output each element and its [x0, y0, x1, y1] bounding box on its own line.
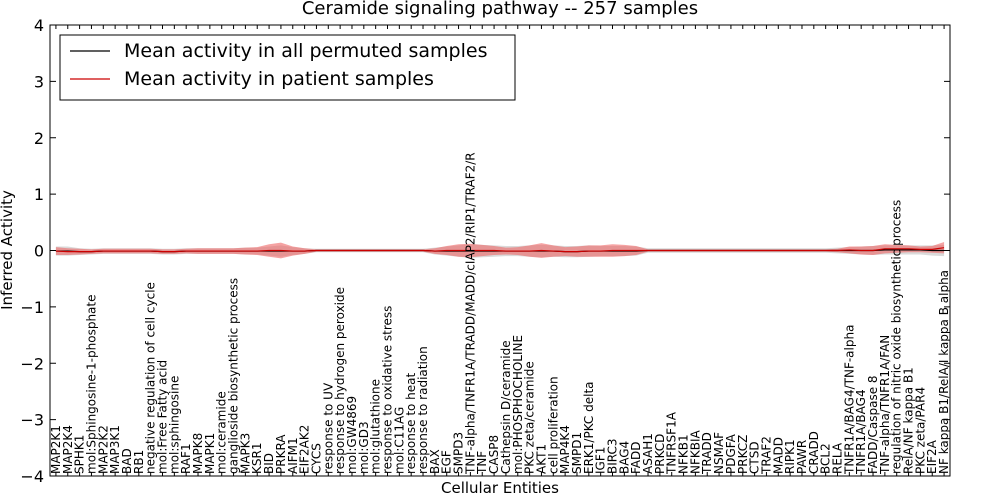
- entity-label: SMPD1: [570, 432, 584, 474]
- entity-label: cell proliferation: [546, 376, 560, 474]
- line-patient: [55, 247, 945, 253]
- y-tick-label: −1: [20, 298, 44, 317]
- entity-label: BCL2: [819, 443, 833, 474]
- entity-label: AIFM1: [286, 437, 300, 474]
- legend: Mean activity in all permuted samples Me…: [59, 34, 516, 101]
- entity-label: SMPD3: [452, 432, 466, 474]
- entity-label: RB1: [132, 450, 146, 474]
- entity-label: BID: [262, 453, 276, 474]
- entity-label: CTSD: [748, 441, 762, 474]
- entity-label: TNFR1A/BAG4: [854, 389, 868, 475]
- entity-label: TNF-alpha/TNFR1A/FAN: [878, 335, 892, 475]
- y-tick-label: 0: [34, 242, 44, 261]
- entity-label: NF kappa B1/RelA/I kappa B alpha: [937, 270, 951, 474]
- legend-label-permuted: Mean activity in all permuted samples: [124, 40, 487, 62]
- entity-label: MAP2K2: [96, 425, 110, 474]
- entity-label: response to UV: [321, 382, 335, 474]
- entity-label: response to radiation: [416, 346, 430, 474]
- entity-label: MAP4K4: [558, 425, 572, 474]
- entity-label: TRAF2: [759, 436, 773, 475]
- entity-label: TNF-alpha/TNFR1A/TRADD/MADD/cIAP2/RIP1/T…: [463, 152, 477, 475]
- entity-label: AKT1: [534, 444, 548, 474]
- entity-label: mol:Free Fatty acid: [156, 360, 170, 474]
- entity-label: RIPK1: [783, 439, 797, 474]
- entity-label: Cathepsin D/ceramide: [499, 340, 513, 474]
- entity-label: PRKRA: [274, 434, 288, 474]
- entity-label: PRKCD: [653, 434, 667, 474]
- entity-label: BAD: [120, 448, 134, 474]
- entity-label: PKC zeta/PAR4: [913, 387, 927, 474]
- entity-label: MAPK8: [191, 433, 205, 474]
- entity-label: EGF: [440, 450, 454, 474]
- entity-label: negative regulation of cell cycle: [144, 282, 158, 474]
- entity-label: PDGFA: [724, 433, 738, 474]
- y-tick-label: 3: [34, 72, 44, 91]
- entity-label: mol:C11AG: [392, 407, 406, 474]
- entity-label: mol:PHOSPHOCHOLINE: [511, 335, 525, 474]
- entity-label: NFKBIA: [688, 429, 702, 474]
- x-axis-label: Cellular Entities: [441, 479, 559, 497]
- entity-label: EIF2A: [925, 439, 939, 474]
- y-tick-label: −2: [20, 354, 44, 373]
- entity-label: PAWR: [795, 440, 809, 474]
- entity-label: NFKB1: [677, 434, 691, 474]
- x-axis-entity-labels: MAP2K1MAP2K4SPHK1mol:Sphingosine-1-phosp…: [49, 25, 951, 476]
- entity-label: FADD/Caspase 8: [866, 375, 880, 474]
- entity-label: CASP8: [487, 435, 501, 474]
- y-axis-label: Inferred Activity: [0, 190, 16, 310]
- series-lines: [55, 247, 945, 253]
- entity-label: KSR1: [250, 443, 264, 474]
- entity-label: ERK1/PKC delta: [582, 381, 596, 474]
- y-tick-label: −3: [20, 411, 44, 430]
- entity-label: MAP2K4: [61, 425, 75, 474]
- entity-label: ganglioside biosynthetic process: [227, 278, 241, 474]
- entity-label: mol:GD3: [357, 421, 371, 474]
- entity-label: TNF: [475, 451, 489, 475]
- entity-label: PRKCZ: [736, 435, 750, 474]
- entity-label: mol:GW4869: [345, 396, 359, 474]
- entity-label: BAX: [428, 449, 442, 474]
- entity-label: MADD: [771, 437, 785, 474]
- entity-label: TNFR1A/BAG4/TNF-alpha: [842, 325, 856, 475]
- y-tick-label: −4: [20, 467, 44, 486]
- y-tick-label: 2: [34, 129, 44, 148]
- legend-box: [59, 34, 516, 101]
- entity-label: response to heat: [404, 372, 418, 474]
- entity-label: NSMAF: [712, 432, 726, 474]
- entity-label: PKC zeta/ceramide: [523, 361, 537, 474]
- entity-label: RelA/NF kappa B1: [902, 367, 916, 474]
- entity-label: TRADD: [700, 432, 714, 475]
- entity-label: MAP3K1: [108, 425, 122, 474]
- chart-title: Ceramide signaling pathway -- 257 sample…: [302, 0, 698, 19]
- y-axis-ticks: −4 −3 −2 −1 0 1 2 3 4: [20, 16, 950, 486]
- entity-label: RELA: [831, 442, 845, 474]
- entity-label: response to oxidative stress: [381, 306, 395, 474]
- entity-label: mol:sphingosine: [167, 376, 181, 474]
- entity-label: CRADD: [807, 431, 821, 474]
- entity-label: RAF1: [179, 443, 193, 474]
- entity-label: BAG4: [617, 441, 631, 474]
- entity-label: mol:ceramide: [215, 391, 229, 474]
- entity-label: MAP2K1: [49, 425, 63, 474]
- entity-label: mol:Sphingosine-1-phosphate: [84, 295, 98, 475]
- entity-label: SPHK1: [73, 435, 87, 474]
- plot-area-frame: [49, 24, 951, 477]
- entity-label: CYCS: [309, 443, 323, 474]
- entity-label: IGF1: [594, 447, 608, 474]
- entity-label: BIRC3: [606, 438, 620, 474]
- entity-label: TNFRSF1A: [665, 411, 679, 475]
- entity-label: ASAH1: [641, 433, 655, 474]
- entity-label: EIF2AK2: [298, 425, 312, 474]
- legend-label-patient: Mean activity in patient samples: [124, 68, 434, 90]
- entity-label: MAPK1: [203, 433, 217, 474]
- y-tick-label: 4: [34, 16, 44, 35]
- entity-label: MAPK3: [238, 433, 252, 474]
- entity-label: mol:glutathione: [369, 379, 383, 474]
- y-tick-label: 1: [34, 185, 44, 204]
- entity-label: FADD: [629, 442, 643, 475]
- entity-label: regulation of nitric oxide biosynthetic …: [890, 200, 904, 474]
- entity-label: response to hydrogen peroxide: [333, 287, 347, 474]
